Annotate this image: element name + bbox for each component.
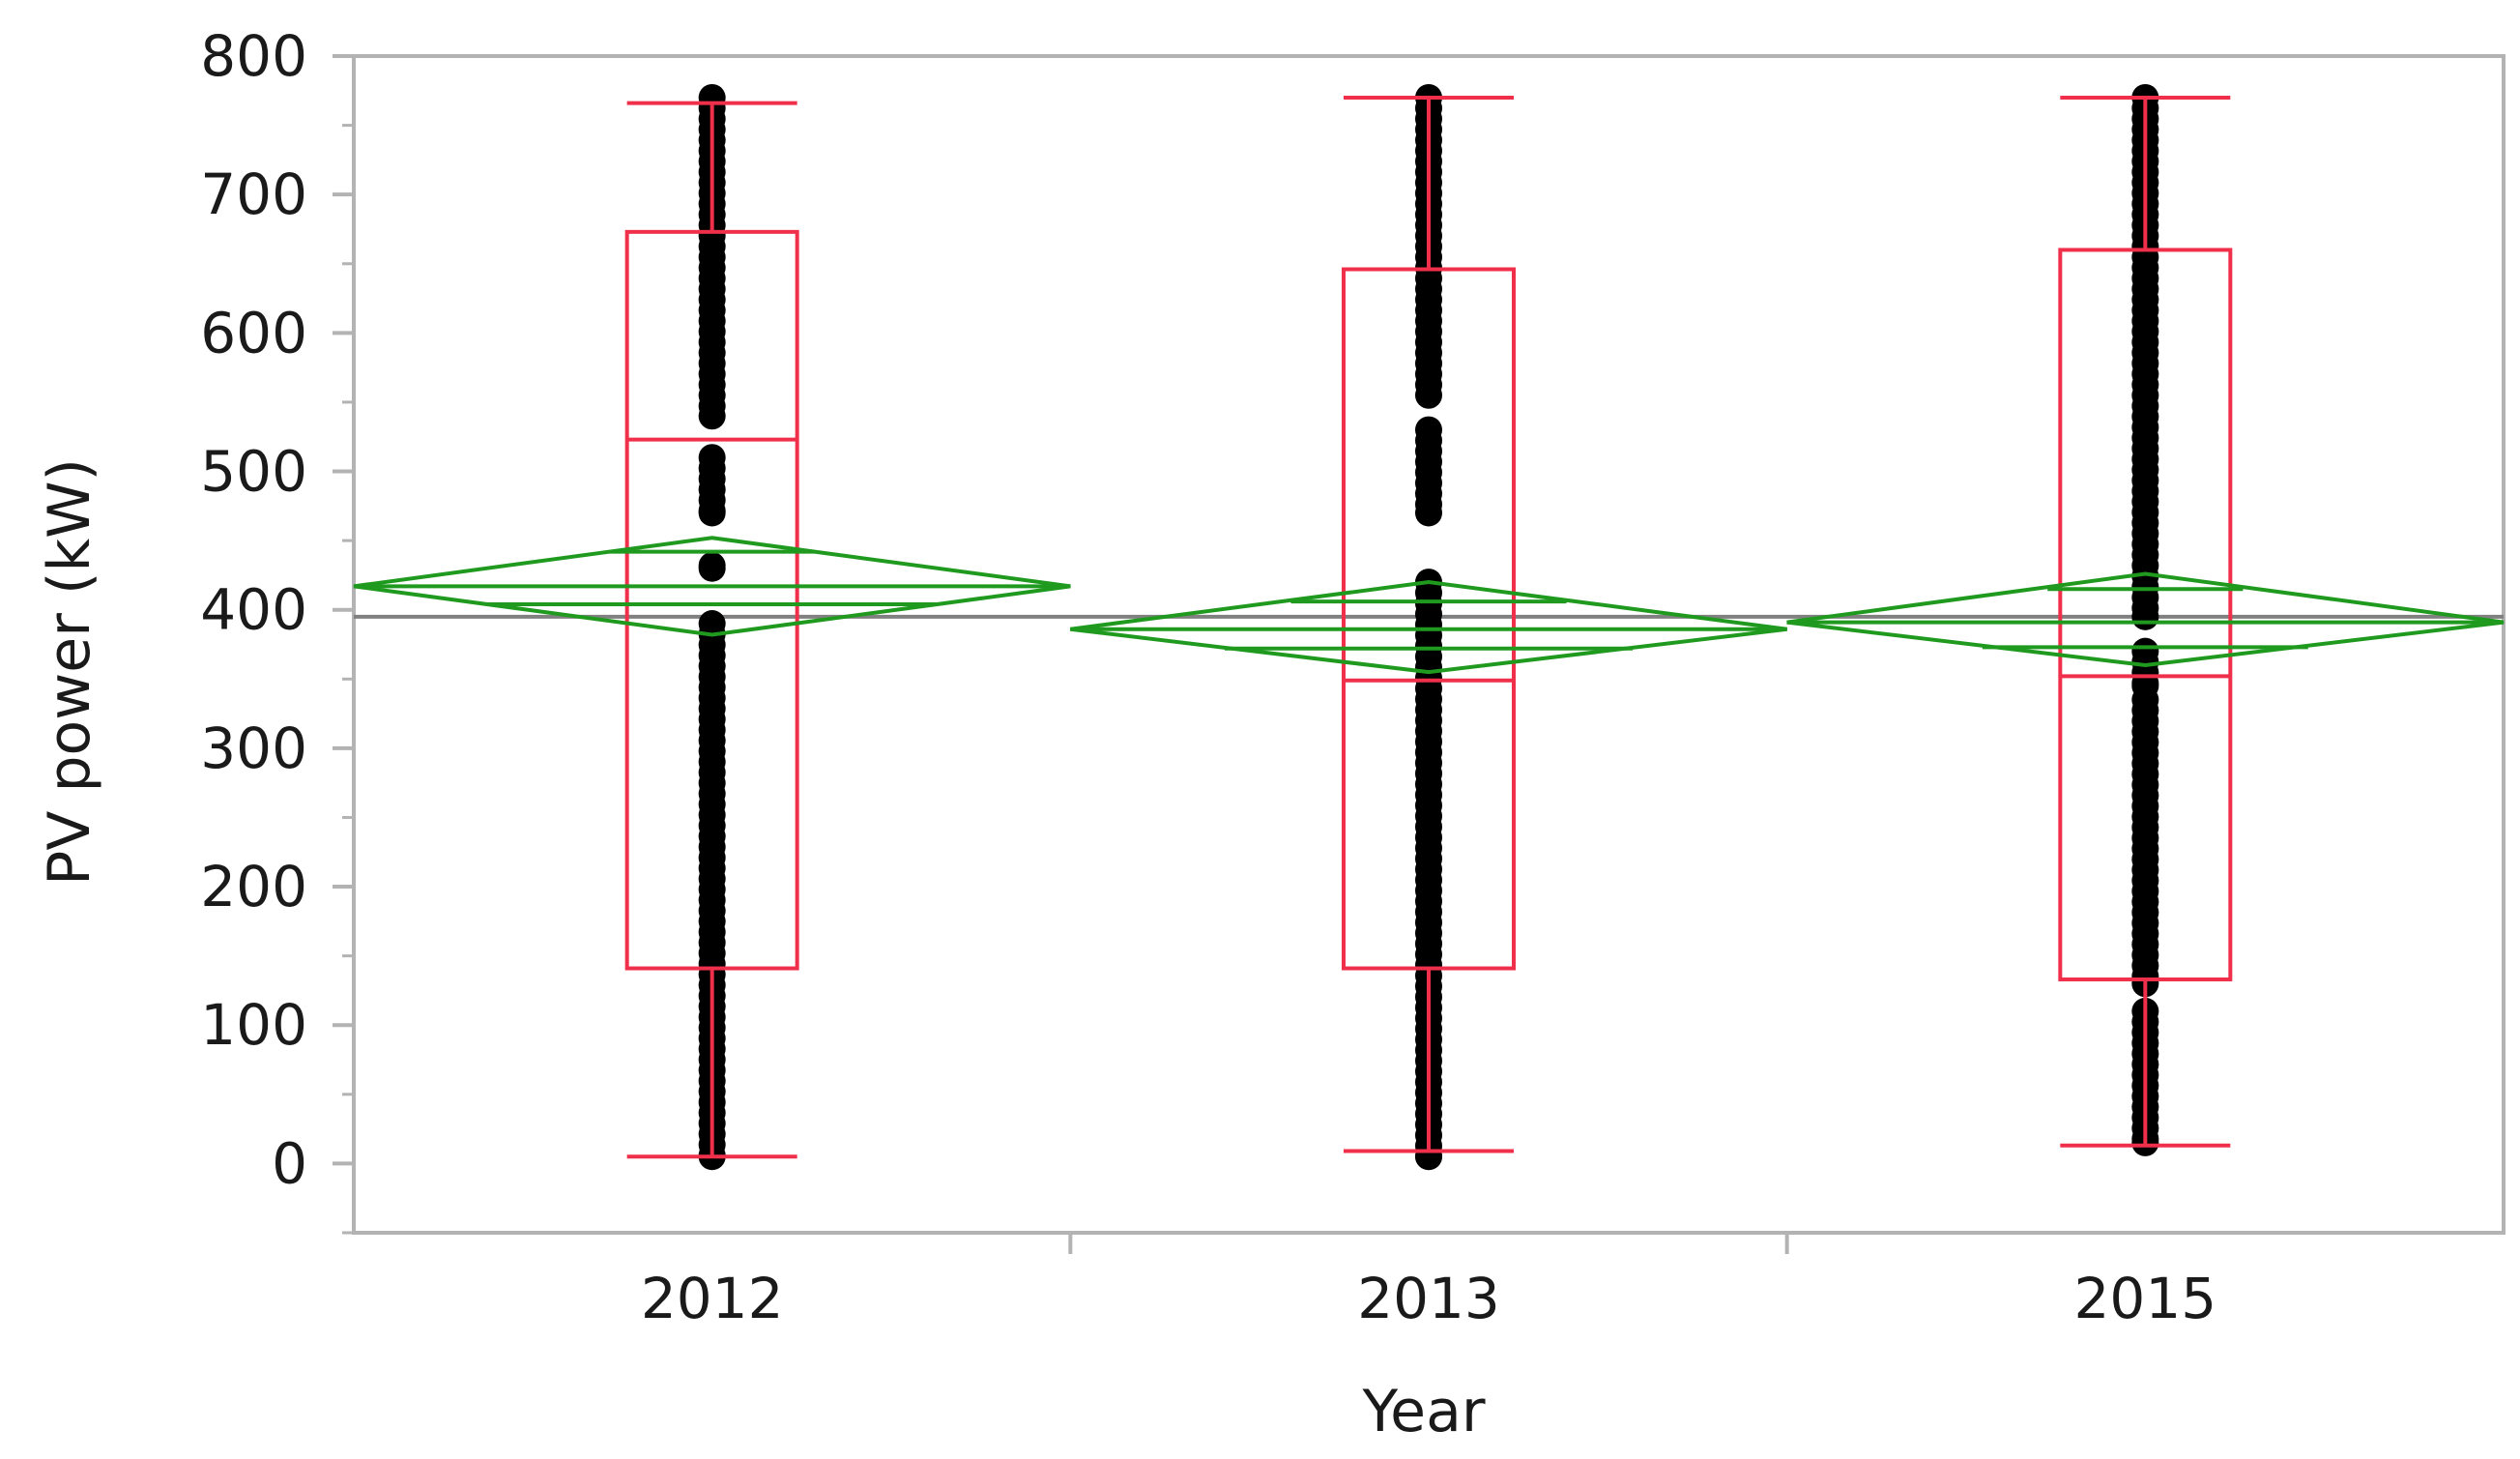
data-point [698, 499, 726, 527]
y-axis: 0 100 200 300 400 500 600 700 800 [200, 23, 354, 1235]
data-point [698, 402, 726, 430]
data-point [1415, 499, 1442, 527]
data-point [2131, 672, 2159, 700]
y-tick-label: 300 [200, 715, 307, 781]
x-axis: 2012 2013 2015 [641, 1233, 2216, 1331]
y-tick-label: 800 [200, 23, 307, 89]
data-points-layer [698, 83, 2159, 1171]
box-layer [624, 95, 2233, 1159]
y-tick-label: 200 [200, 854, 307, 919]
x-tick-label: 2015 [2074, 1266, 2217, 1331]
mean-diamond-layer [353, 536, 2505, 675]
data-point [1415, 381, 1442, 409]
y-tick-label: 500 [200, 439, 307, 505]
x-tick-label: 2012 [641, 1266, 784, 1331]
y-tick-label: 0 [272, 1130, 307, 1196]
y-tick-label: 700 [200, 161, 307, 227]
x-axis-title: Year [1361, 1378, 1485, 1445]
y-tick-label: 100 [200, 992, 307, 1058]
data-point [698, 554, 726, 582]
data-point [2131, 602, 2159, 630]
plot-frame [352, 54, 2506, 1235]
y-axis-title: PV power (kW) [36, 458, 103, 886]
y-tick-label: 600 [200, 300, 307, 365]
plot-border [352, 54, 2506, 1235]
x-tick-label: 2013 [1357, 1266, 1500, 1331]
y-tick-label: 400 [200, 577, 307, 643]
